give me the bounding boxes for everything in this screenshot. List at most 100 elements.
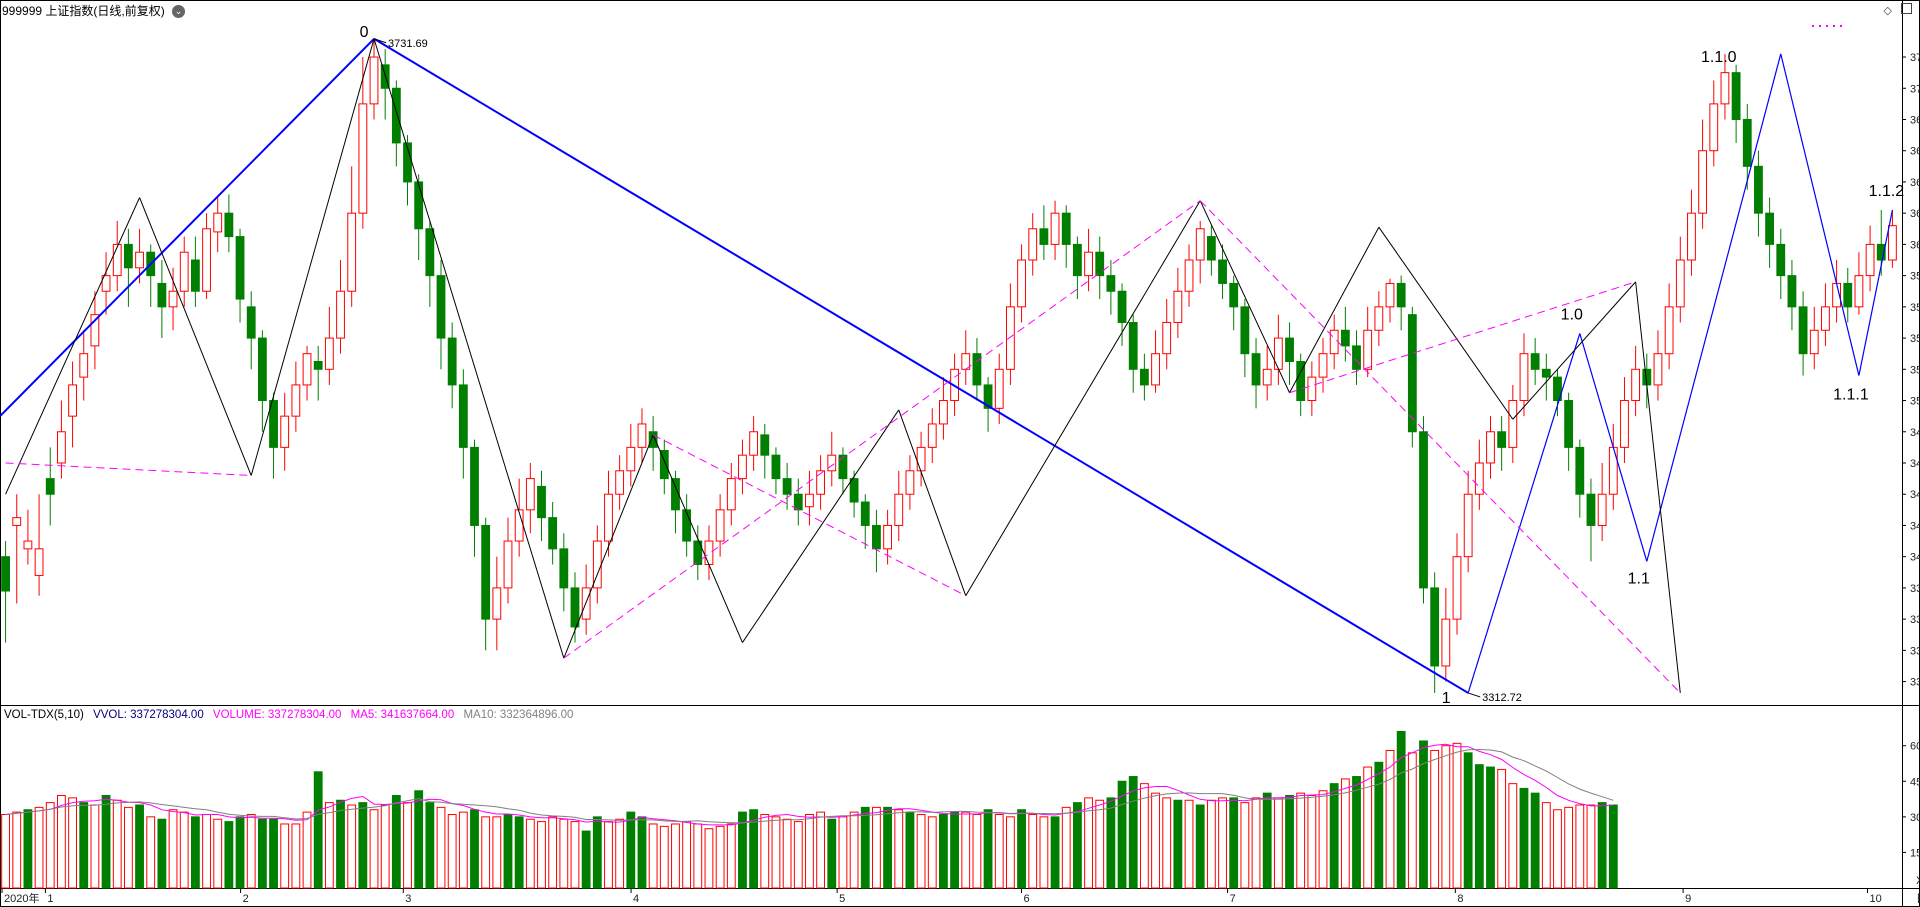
zigzag-segment bbox=[1378, 226, 1514, 420]
volume-bar-down bbox=[79, 802, 89, 889]
volume-bar-down bbox=[157, 818, 167, 889]
wave-line-1.1.1-1.1.2 bbox=[1858, 209, 1894, 376]
candle-up bbox=[1162, 321, 1172, 355]
candle-up bbox=[715, 509, 725, 542]
price-tick-label: 3400 bbox=[1910, 552, 1920, 564]
candle-down bbox=[190, 259, 200, 292]
volume-bar-up bbox=[704, 828, 714, 889]
volume-bar-down bbox=[1229, 797, 1239, 889]
volume-bar-up bbox=[927, 816, 937, 889]
candle-up bbox=[1631, 368, 1641, 402]
candle-up bbox=[1318, 353, 1328, 378]
volume-bar-up bbox=[1095, 799, 1105, 889]
vvol-value: VVOL: 337278304.00 bbox=[93, 709, 204, 721]
candle-up bbox=[939, 400, 948, 425]
candle-up bbox=[492, 587, 502, 620]
candle-down bbox=[1419, 431, 1428, 589]
candle-down bbox=[123, 243, 133, 269]
candle-up bbox=[56, 431, 66, 464]
volume-indicator-name[interactable]: VOL-TDX(5,10) bbox=[4, 709, 84, 721]
price-tick-label: 3700 bbox=[1910, 83, 1920, 95]
ma5-value: MA5: 341637664.00 bbox=[350, 709, 455, 721]
candle-up bbox=[738, 454, 747, 480]
price-tick-label: 3640 bbox=[1910, 177, 1920, 189]
candle-down bbox=[414, 181, 424, 230]
volume-bar-up bbox=[1508, 783, 1518, 889]
volume-bar-up bbox=[146, 816, 156, 889]
candle-up bbox=[1452, 556, 1462, 620]
volume-bar-up bbox=[1452, 742, 1462, 889]
candle-up bbox=[34, 548, 44, 576]
candle-down bbox=[257, 337, 267, 402]
volume-tick-label: 15000 bbox=[1910, 847, 1920, 859]
candle-down bbox=[671, 478, 680, 511]
volume-bar-up bbox=[671, 823, 680, 889]
volume-bar-up bbox=[112, 799, 122, 889]
diamond-icon[interactable]: ◇ bbox=[1883, 5, 1892, 17]
volume-bar-up bbox=[659, 825, 669, 889]
volume-bar-up bbox=[1441, 745, 1451, 889]
volume-bar-down bbox=[1017, 809, 1026, 889]
candle-up bbox=[213, 212, 223, 233]
price-tick-label: 3380 bbox=[1910, 583, 1920, 595]
volume-bar-up bbox=[604, 821, 613, 889]
time-tick-label: 2 bbox=[243, 893, 249, 905]
volume-bar-down bbox=[1285, 795, 1294, 889]
candle-up bbox=[503, 540, 513, 589]
volume-bar-down bbox=[626, 811, 636, 889]
volume-bar-up bbox=[324, 802, 334, 889]
square-icon[interactable] bbox=[1901, 3, 1912, 14]
volume-bar-down bbox=[905, 811, 915, 889]
candle-up bbox=[805, 493, 814, 508]
volume-bar-down bbox=[1173, 799, 1183, 889]
time-tick-label: 8 bbox=[1457, 893, 1463, 905]
price-tick-label: 3620 bbox=[1910, 208, 1920, 220]
volume-bar-down bbox=[581, 830, 591, 889]
candle-up bbox=[1374, 306, 1384, 331]
candle-up bbox=[1005, 306, 1015, 370]
volume-bar-down bbox=[827, 818, 837, 889]
candle-up bbox=[1687, 212, 1696, 261]
candle-up bbox=[1508, 400, 1518, 448]
candle-up bbox=[1307, 376, 1317, 402]
volume-bar-up bbox=[45, 802, 55, 889]
volume-bar-down bbox=[1474, 764, 1484, 889]
volume-bar-up bbox=[525, 818, 535, 889]
wave-line-start-0 bbox=[0, 38, 375, 417]
candle-down bbox=[1251, 353, 1261, 386]
volume-bar-up bbox=[1385, 749, 1395, 889]
volume-bar-down bbox=[425, 802, 435, 889]
candle-up bbox=[1184, 259, 1194, 292]
volume-bar-down bbox=[23, 809, 33, 889]
candle-up bbox=[112, 243, 122, 277]
candle-up bbox=[1620, 400, 1629, 448]
candle-up bbox=[1385, 282, 1395, 308]
candle-up bbox=[1028, 228, 1038, 261]
volume-bar-up bbox=[481, 816, 491, 889]
volume-bar-down bbox=[1195, 804, 1205, 889]
candle-down bbox=[537, 485, 546, 519]
volume-bar-up bbox=[213, 818, 223, 889]
volume-bar-down bbox=[592, 816, 602, 889]
candle-up bbox=[23, 540, 33, 550]
channel-dash-line bbox=[1199, 200, 1681, 694]
candle-up bbox=[1709, 103, 1719, 152]
time-tick-label: 4 bbox=[633, 893, 639, 905]
candle-up bbox=[358, 103, 368, 214]
volume-bar-down bbox=[257, 818, 267, 889]
chevron-down-icon[interactable]: ⌄ bbox=[172, 5, 186, 19]
candle-down bbox=[1106, 275, 1116, 292]
zigzag-segment bbox=[139, 197, 252, 476]
candle-up bbox=[816, 470, 826, 495]
wave-label-0: 0 bbox=[360, 24, 369, 41]
candle-down bbox=[1039, 228, 1049, 245]
volume-bar-up bbox=[682, 821, 692, 889]
candle-down bbox=[659, 449, 669, 480]
candle-down bbox=[1218, 259, 1227, 284]
candle-up bbox=[168, 290, 178, 308]
candle-down bbox=[793, 493, 803, 511]
volume-bar-up bbox=[1318, 790, 1328, 889]
candle-down bbox=[1206, 236, 1216, 261]
